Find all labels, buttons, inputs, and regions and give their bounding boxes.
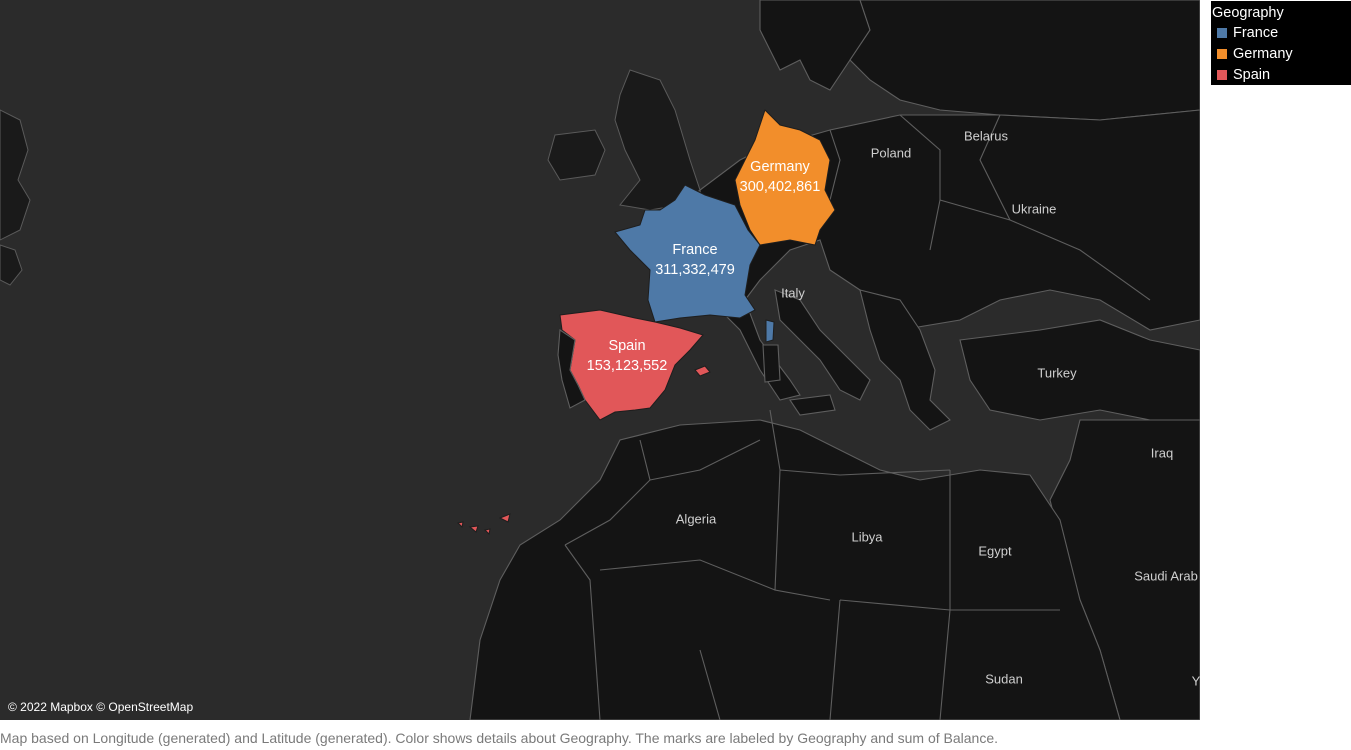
france-region[interactable] [614, 184, 761, 323]
label-iraq: Iraq [1150, 445, 1174, 461]
portugal-shape [557, 329, 586, 409]
legend-item-spain[interactable]: Spain [1217, 65, 1270, 85]
mark-label-spain-value: 153,123,552 [586, 358, 668, 374]
label-turkey: Turkey [1037, 365, 1077, 381]
label-yemen-partial: Y [1191, 673, 1200, 689]
canary-region[interactable] [456, 513, 511, 536]
legend-swatch-france [1217, 28, 1227, 38]
sardinia-shape [762, 344, 781, 383]
label-libya: Libya [851, 529, 883, 545]
sicily-shape [789, 394, 836, 416]
mark-label-spain: Spain 153,123,552 [587, 336, 668, 376]
label-saudi-arabia: Saudi Arab [1134, 568, 1198, 584]
corsica-region[interactable] [765, 319, 775, 343]
balearic-region[interactable] [694, 365, 711, 377]
map-attribution[interactable]: © 2022 Mapbox © OpenStreetMap [8, 700, 194, 714]
finland-russia-north-shape [849, 0, 1200, 121]
legend-title: Geography [1212, 5, 1284, 21]
africa-borders [564, 409, 1060, 720]
greenland-shape [0, 109, 31, 241]
iceland-shape [0, 244, 23, 286]
label-algeria: Algeria [675, 511, 717, 527]
mark-label-germany-name: Germany [750, 159, 810, 175]
italy-shape [774, 289, 871, 401]
mark-label-france: France 311,332,479 [655, 240, 735, 280]
legend-label-spain: Spain [1233, 67, 1271, 83]
legend[interactable]: Geography France Germany Spain [1211, 1, 1351, 85]
mark-label-germany: Germany 300,402,861 [740, 157, 821, 197]
balkans-shape [859, 289, 951, 431]
legend-item-germany[interactable]: Germany [1217, 44, 1293, 64]
mark-label-france-name: France [672, 242, 718, 258]
legend-label-germany: Germany [1233, 46, 1293, 62]
ireland-shape [547, 129, 606, 181]
legend-label-france: France [1233, 25, 1279, 41]
mark-label-france-value: 311,332,479 [655, 262, 735, 278]
label-ukraine: Ukraine [1011, 201, 1057, 217]
europe-borders [829, 114, 1151, 301]
legend-item-france[interactable]: France [1217, 23, 1278, 43]
map-canvas[interactable]: Poland Belarus Ukraine Italy Turkey Iraq… [0, 0, 1200, 720]
germany-region[interactable] [734, 109, 836, 246]
label-poland: Poland [870, 145, 912, 161]
north-africa-shape [469, 419, 1121, 720]
legend-swatch-germany [1217, 49, 1227, 59]
label-italy: Italy [781, 285, 805, 301]
label-egypt: Egypt [978, 543, 1012, 559]
mark-label-spain-name: Spain [608, 338, 646, 354]
map-caption: Map based on Longitude (generated) and L… [0, 730, 998, 746]
legend-swatch-spain [1217, 70, 1227, 80]
map-svg [0, 0, 1200, 720]
mark-label-germany-value: 300,402,861 [739, 179, 821, 195]
label-sudan: Sudan [985, 671, 1023, 687]
label-belarus: Belarus [963, 128, 1009, 144]
